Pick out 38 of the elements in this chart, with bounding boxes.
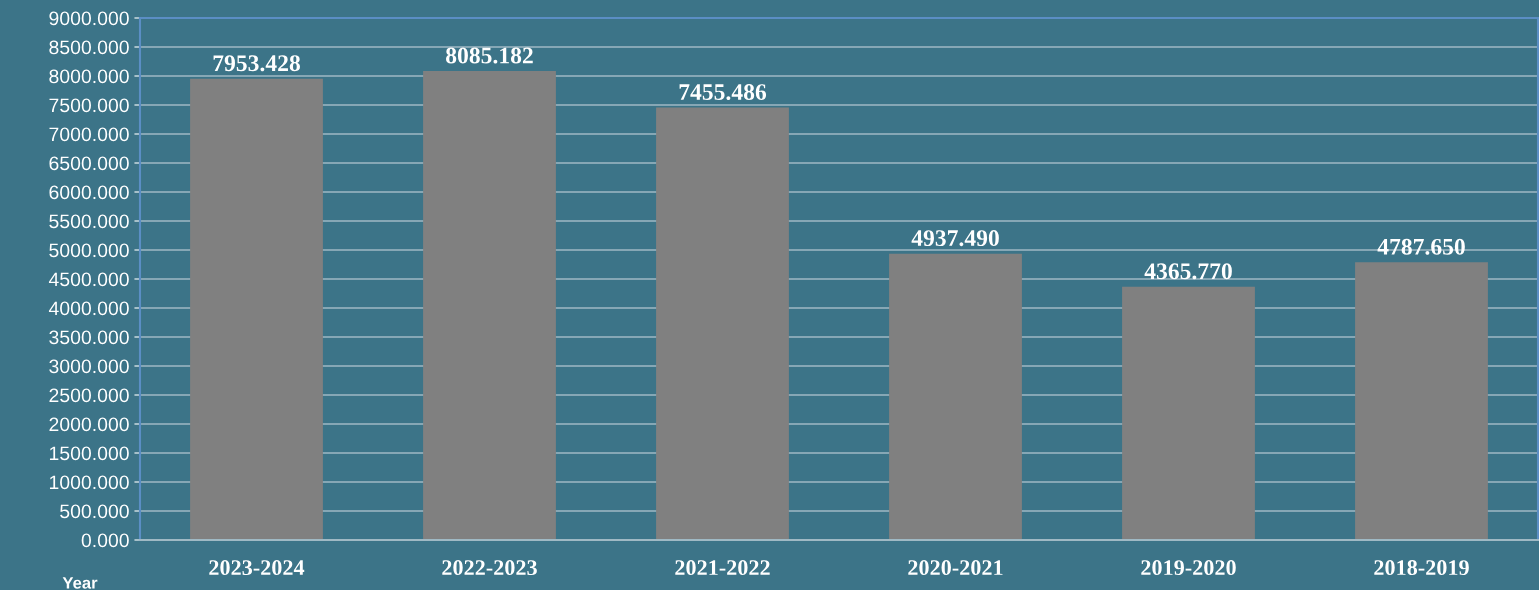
y-tick-label: 8000.000 xyxy=(49,69,129,84)
y-tick-label: 3500.000 xyxy=(49,330,129,345)
data-label: 7953.428 xyxy=(213,55,300,72)
data-label: 4937.490 xyxy=(911,230,999,247)
data-label: 4787.650 xyxy=(1377,238,1465,255)
x-axis-title: Year xyxy=(62,577,98,589)
bar xyxy=(1355,262,1488,540)
y-tick-label: 0.000 xyxy=(81,533,129,548)
y-tick-label: 5000.000 xyxy=(49,243,129,258)
y-tick-label: 4500.000 xyxy=(48,272,129,287)
y-tick-label: 1500.000 xyxy=(49,446,129,461)
y-tick-label: 2500.000 xyxy=(49,388,129,403)
x-tick-label: 2018-2019 xyxy=(1374,560,1469,576)
x-tick-label: 2019-2020 xyxy=(1141,560,1236,576)
y-tick-label: 5500.000 xyxy=(49,214,129,229)
bar xyxy=(423,71,556,540)
y-tick-label: 1000.000 xyxy=(49,475,129,490)
bar xyxy=(190,78,323,540)
y-tick-label: 6000.000 xyxy=(49,185,129,200)
y-tick-label: 2000.000 xyxy=(49,417,129,432)
data-label: 4365.770 xyxy=(1144,263,1232,280)
bar xyxy=(1122,286,1255,540)
bar xyxy=(889,253,1022,540)
x-tick-label: 2021-2022 xyxy=(675,560,770,576)
data-label: 8085.182 xyxy=(446,47,533,64)
y-tick-label: 4000.000 xyxy=(48,301,129,316)
y-tick-label: 3000.000 xyxy=(49,359,129,374)
y-tick-label: 6500.000 xyxy=(49,156,129,171)
x-tick-label: 2022-2023 xyxy=(442,560,537,576)
data-label: 7455.486 xyxy=(679,84,767,101)
y-tick-label: 500.000 xyxy=(60,504,129,519)
y-tick-label: 7000.000 xyxy=(49,127,129,142)
x-tick-label: 2020-2021 xyxy=(908,560,1003,576)
bar xyxy=(656,107,789,540)
x-tick-label: 2023-2024 xyxy=(209,560,305,576)
y-tick-label: 8500.000 xyxy=(49,40,129,55)
y-tick-label: 7500.000 xyxy=(49,98,129,113)
y-tick-label: 9000.000 xyxy=(49,11,129,26)
